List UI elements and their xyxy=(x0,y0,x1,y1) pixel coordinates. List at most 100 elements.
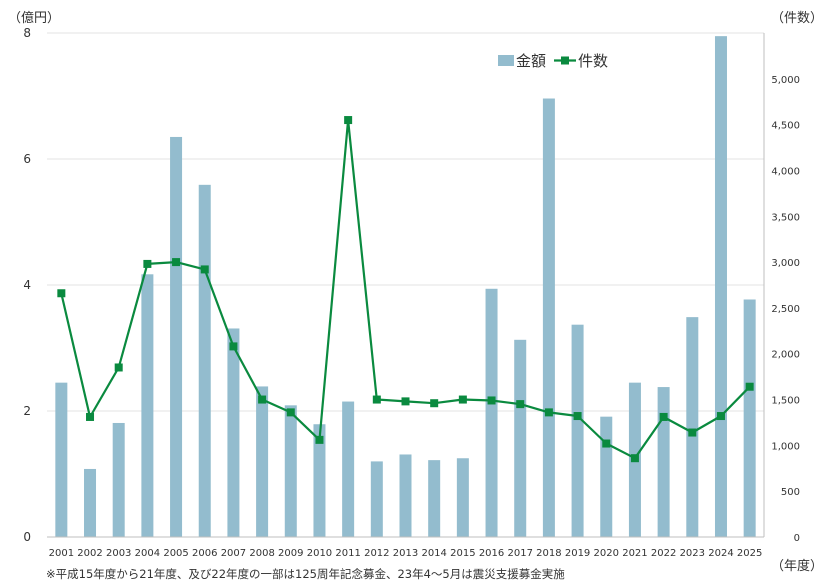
x-tick-label: 2001 xyxy=(49,548,74,559)
bar-2001 xyxy=(55,382,68,537)
bar-2003 xyxy=(112,422,125,537)
legend-marker-swatch xyxy=(561,56,569,65)
point-2016 xyxy=(487,396,496,405)
x-tick-label: 2004 xyxy=(135,548,160,559)
legend-label-kensu: 件数 xyxy=(578,52,608,70)
right-tick-label: 1,500 xyxy=(771,396,800,407)
right-tick-label: 3,500 xyxy=(771,212,800,223)
bar-2019 xyxy=(571,324,584,537)
gridlines xyxy=(47,32,764,412)
bar-2007 xyxy=(227,328,240,537)
point-2025 xyxy=(745,382,754,391)
point-2003 xyxy=(114,363,123,372)
point-2019 xyxy=(573,412,582,421)
x-tick-label: 2023 xyxy=(680,548,705,559)
bar-2009 xyxy=(284,405,297,537)
bar-2011 xyxy=(342,401,355,537)
bar-2002 xyxy=(84,468,97,537)
point-2006 xyxy=(200,265,209,274)
point-2013 xyxy=(401,397,410,406)
legend: 金額 件数 xyxy=(498,52,608,70)
bar-2008 xyxy=(256,386,269,537)
bar-2017 xyxy=(514,339,527,537)
right-tick-label: 500 xyxy=(781,487,800,498)
right-tick-label: 4,000 xyxy=(771,166,800,177)
point-2004 xyxy=(143,259,152,268)
point-2007 xyxy=(229,342,238,351)
point-2010 xyxy=(315,435,324,444)
x-tick-label: 2007 xyxy=(221,548,246,559)
x-tick-label: 2012 xyxy=(364,548,389,559)
right-tick-label: 2,500 xyxy=(771,304,800,315)
right-tick-label: 1,000 xyxy=(771,441,800,452)
x-tick-label: 2017 xyxy=(507,548,532,559)
bar-2025 xyxy=(743,299,756,537)
x-tick-label: 2009 xyxy=(278,548,303,559)
x-tick-label: 2011 xyxy=(335,548,360,559)
point-2014 xyxy=(430,399,439,408)
point-2020 xyxy=(602,439,611,448)
bar-2018 xyxy=(542,98,555,538)
point-2011 xyxy=(344,116,353,125)
right-tick-label: 2,000 xyxy=(771,350,800,361)
bar-2005 xyxy=(170,136,183,537)
bar-2004 xyxy=(141,274,154,537)
x-tick-label: 2010 xyxy=(307,548,332,559)
right-tick-label: 3,000 xyxy=(771,258,800,269)
right-tick-label: 0 xyxy=(794,533,800,544)
bar-2014 xyxy=(428,460,441,537)
x-tick-label: 2025 xyxy=(737,548,762,559)
x-axis-label: （年度） xyxy=(771,558,823,574)
left-tick-label: 4 xyxy=(23,278,31,292)
left-tick-label: 2 xyxy=(23,404,31,418)
x-tick-label: 2003 xyxy=(106,548,131,559)
x-tick-label: 2013 xyxy=(393,548,418,559)
point-2018 xyxy=(544,408,553,417)
x-tick-label: 2019 xyxy=(565,548,590,559)
left-axis-ticks: 0 2 4 6 8 xyxy=(23,26,31,544)
x-tick-label: 2024 xyxy=(708,548,733,559)
bar-2013 xyxy=(399,454,412,537)
bar-series-kingaku xyxy=(55,36,756,538)
point-2015 xyxy=(458,395,467,404)
x-tick-label: 2008 xyxy=(249,548,274,559)
point-2024 xyxy=(716,412,725,421)
x-tick-label: 2015 xyxy=(450,548,475,559)
bar-2006 xyxy=(198,184,211,537)
right-tick-label: 5,000 xyxy=(771,75,800,86)
bar-2012 xyxy=(370,461,383,537)
point-2022 xyxy=(659,412,668,421)
left-tick-label: 6 xyxy=(23,152,31,166)
bar-2023 xyxy=(686,317,699,537)
x-tick-label: 2016 xyxy=(479,548,504,559)
point-2001 xyxy=(57,289,66,298)
point-2005 xyxy=(172,258,181,267)
right-tick-label: 4,500 xyxy=(771,121,800,132)
x-tick-label: 2014 xyxy=(421,548,446,559)
right-axis-ticks: 0 500 1,000 1,500 2,000 2,500 3,000 3,500 4,000 4… xyxy=(771,75,800,544)
bar-2010 xyxy=(313,424,326,537)
legend-label-kingaku: 金額 xyxy=(516,52,546,70)
line-path-kensu xyxy=(60,118,751,460)
bar-2015 xyxy=(456,458,469,537)
right-axis-unit-label: （件数） xyxy=(771,11,823,26)
point-2023 xyxy=(688,428,697,437)
x-tick-label: 2005 xyxy=(163,548,188,559)
x-tick-label: 2020 xyxy=(594,548,619,559)
point-2008 xyxy=(258,395,267,404)
bar-2016 xyxy=(485,288,498,537)
axes xyxy=(47,33,765,538)
point-2021 xyxy=(630,454,639,463)
x-tick-label: 2006 xyxy=(192,548,217,559)
bar-2022 xyxy=(657,387,670,537)
x-tick-label: 2021 xyxy=(622,548,647,559)
left-tick-label: 8 xyxy=(23,26,31,40)
left-axis-unit-label: （億円） xyxy=(8,10,60,26)
bar-2024 xyxy=(714,36,727,538)
x-tick-label: 2002 xyxy=(77,548,102,559)
footnote: ※平成15年度から21年度、及び22年度の一部は125周年記念募金、23年4～5… xyxy=(46,567,565,581)
point-2002 xyxy=(86,412,95,421)
bar-2020 xyxy=(600,416,613,537)
left-tick-label: 0 xyxy=(23,530,31,544)
